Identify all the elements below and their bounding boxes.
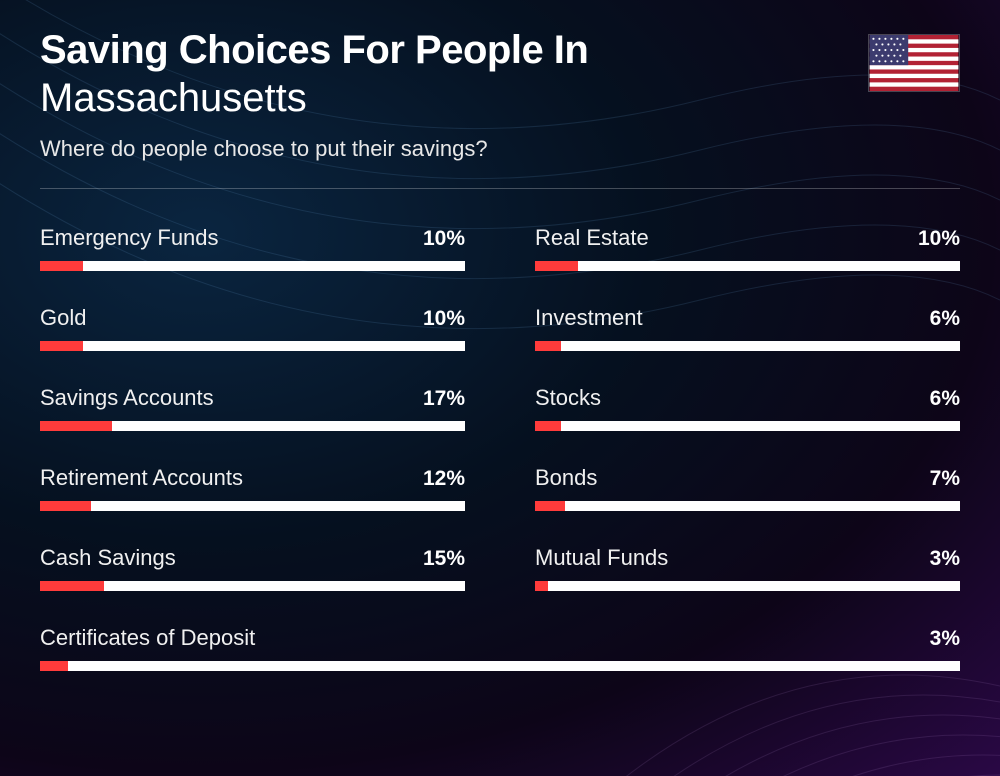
- bar-fill: [535, 261, 578, 271]
- title-line-2: Massachusetts: [40, 74, 960, 122]
- bar-value: 6%: [930, 387, 960, 411]
- bar-fill: [535, 421, 561, 431]
- divider: [40, 188, 960, 189]
- bar-label: Savings Accounts: [40, 385, 214, 411]
- bar-track: [40, 421, 465, 431]
- bar-fill: [40, 421, 112, 431]
- bar-value: 12%: [423, 467, 465, 491]
- bar-value: 15%: [423, 547, 465, 571]
- bar-fill: [535, 501, 565, 511]
- bar-item: Investment 6%: [535, 305, 960, 351]
- bar-item: Mutual Funds 3%: [535, 545, 960, 591]
- bar-fill: [40, 661, 68, 671]
- bar-track: [40, 501, 465, 511]
- bar-item: Retirement Accounts 12%: [40, 465, 465, 511]
- bar-value: 10%: [918, 227, 960, 251]
- bar-item: Gold 10%: [40, 305, 465, 351]
- bar-fill: [40, 501, 91, 511]
- bar-track: [535, 341, 960, 351]
- bar-label: Bonds: [535, 465, 597, 491]
- bar-fill: [40, 261, 83, 271]
- bar-fill: [535, 581, 548, 591]
- bar-value: 3%: [930, 627, 960, 651]
- bar-item: Stocks 6%: [535, 385, 960, 431]
- bar-label: Certificates of Deposit: [40, 625, 255, 651]
- bar-item: Cash Savings 15%: [40, 545, 465, 591]
- bar-label: Cash Savings: [40, 545, 176, 571]
- bar-label: Stocks: [535, 385, 601, 411]
- bar-track: [535, 421, 960, 431]
- bar-item: Certificates of Deposit 3%: [40, 625, 960, 671]
- bar-fill: [40, 581, 104, 591]
- bars-grid: Emergency Funds 10% Real Estate 10% Gold 10% I…: [40, 225, 960, 671]
- bar-item: Savings Accounts 17%: [40, 385, 465, 431]
- title-line-1: Saving Choices For People In: [40, 28, 960, 72]
- bar-track: [535, 501, 960, 511]
- bar-value: 10%: [423, 227, 465, 251]
- subtitle: Where do people choose to put their savi…: [40, 136, 960, 162]
- bar-track: [535, 581, 960, 591]
- bar-track: [40, 261, 465, 271]
- bar-track: [40, 661, 960, 671]
- bar-label: Gold: [40, 305, 86, 331]
- bar-label: Emergency Funds: [40, 225, 219, 251]
- us-flag-icon: [868, 34, 960, 92]
- bar-track: [40, 341, 465, 351]
- bar-item: Real Estate 10%: [535, 225, 960, 271]
- bar-label: Real Estate: [535, 225, 649, 251]
- bar-fill: [535, 341, 561, 351]
- bar-value: 7%: [930, 467, 960, 491]
- bar-item: Bonds 7%: [535, 465, 960, 511]
- bar-item: Emergency Funds 10%: [40, 225, 465, 271]
- header: Saving Choices For People In Massachuset…: [40, 28, 960, 162]
- bar-value: 6%: [930, 307, 960, 331]
- bar-value: 3%: [930, 547, 960, 571]
- bar-value: 17%: [423, 387, 465, 411]
- bar-label: Retirement Accounts: [40, 465, 243, 491]
- bar-label: Investment: [535, 305, 643, 331]
- bar-value: 10%: [423, 307, 465, 331]
- bar-label: Mutual Funds: [535, 545, 668, 571]
- bar-fill: [40, 341, 83, 351]
- bar-track: [40, 581, 465, 591]
- bar-track: [535, 261, 960, 271]
